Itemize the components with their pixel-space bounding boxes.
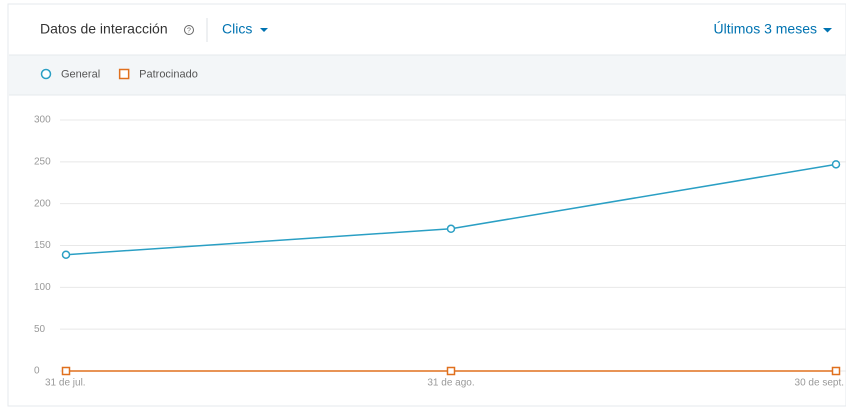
period-dropdown[interactable]: Últimos 3 meses (714, 21, 832, 37)
y-tick-label: 150 (34, 240, 51, 251)
data-point (61, 366, 71, 376)
legend-label: Patrocinado (139, 68, 198, 80)
x-tick-label: 31 de jul. (45, 378, 86, 389)
y-tick-label: 0 (34, 366, 40, 377)
legend-marker (118, 68, 130, 80)
y-tick-label: 300 (34, 115, 51, 126)
y-tick-label: 50 (34, 324, 46, 335)
metric-dropdown[interactable]: Clics (222, 21, 268, 37)
metric-label: Clics (222, 21, 252, 37)
svg-text:?: ? (187, 27, 191, 34)
data-point (446, 224, 456, 234)
help-icon[interactable]: ? (184, 25, 194, 35)
legend-bar (9, 55, 846, 95)
y-tick-label: 250 (34, 156, 51, 167)
period-label: Últimos 3 meses (714, 21, 817, 37)
card-title: Datos de interacción (40, 21, 168, 37)
data-point (831, 160, 841, 169)
data-point (831, 366, 841, 376)
y-tick-label: 200 (34, 198, 51, 209)
y-tick-label: 100 (34, 282, 51, 293)
x-tick-label: 31 de ago. (427, 378, 474, 389)
x-tick-label: 30 de sept. (795, 378, 844, 389)
data-point (446, 366, 456, 376)
data-point (61, 250, 71, 259)
legend-marker (40, 68, 52, 80)
legend-label: General (61, 68, 100, 80)
